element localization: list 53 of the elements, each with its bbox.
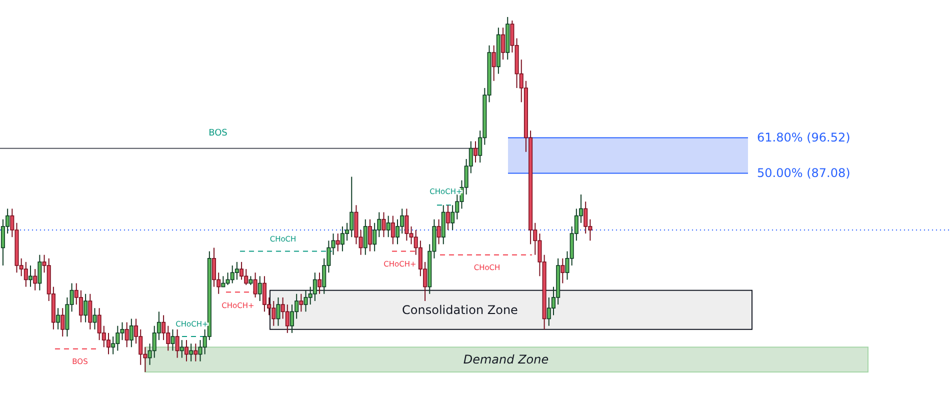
candlestick xyxy=(336,233,340,252)
candlestick xyxy=(450,204,455,230)
candlestick xyxy=(299,293,304,312)
candlestick xyxy=(501,27,506,60)
candlestick xyxy=(382,212,386,238)
candlestick xyxy=(285,304,290,334)
candlestick xyxy=(180,340,184,358)
candlestick xyxy=(111,336,116,355)
candlestick xyxy=(162,314,166,341)
candlestick xyxy=(28,265,33,288)
candlestick xyxy=(56,308,60,330)
candlestick xyxy=(175,328,180,358)
candlestick xyxy=(240,261,244,280)
candlestick xyxy=(84,293,88,323)
candlestick xyxy=(276,296,280,326)
annotation: 50.00% (87.08) xyxy=(757,166,850,180)
candlestick xyxy=(88,293,92,330)
candlestick xyxy=(290,304,294,334)
candlestick xyxy=(24,261,28,288)
candlestick xyxy=(78,290,83,323)
candlestick xyxy=(253,272,258,298)
candlestick xyxy=(234,261,239,280)
candlestick xyxy=(396,218,400,245)
candlestick xyxy=(212,247,216,288)
candlestick xyxy=(38,254,42,291)
candlestick xyxy=(33,268,38,291)
candlestick xyxy=(106,332,110,355)
candlestick xyxy=(170,328,175,352)
band-label: Consolidation Zone xyxy=(402,302,518,317)
candlestick xyxy=(124,322,129,348)
candlestick xyxy=(560,258,565,284)
candlestick xyxy=(372,222,377,252)
candlestick xyxy=(184,340,188,362)
candlestick xyxy=(446,204,450,230)
candlestick xyxy=(258,276,262,302)
candlestick xyxy=(194,343,198,362)
candlestick xyxy=(363,218,368,256)
candlestick xyxy=(368,218,372,252)
band-label: Demand Zone xyxy=(463,352,549,367)
candlestick xyxy=(60,308,65,337)
candlestick xyxy=(386,215,390,238)
candlestick xyxy=(390,215,395,245)
candlestick xyxy=(436,218,441,245)
candlestick xyxy=(492,44,496,82)
candlestick xyxy=(473,140,478,164)
candlestick xyxy=(189,343,194,362)
candlestick xyxy=(312,272,317,302)
candlestick xyxy=(318,272,322,294)
candlestick xyxy=(129,318,134,348)
candlestick xyxy=(92,308,97,330)
ref-line-label: BOS xyxy=(208,128,228,138)
annotation: 61.80% (96.52) xyxy=(757,130,850,145)
candlestick xyxy=(584,201,588,234)
